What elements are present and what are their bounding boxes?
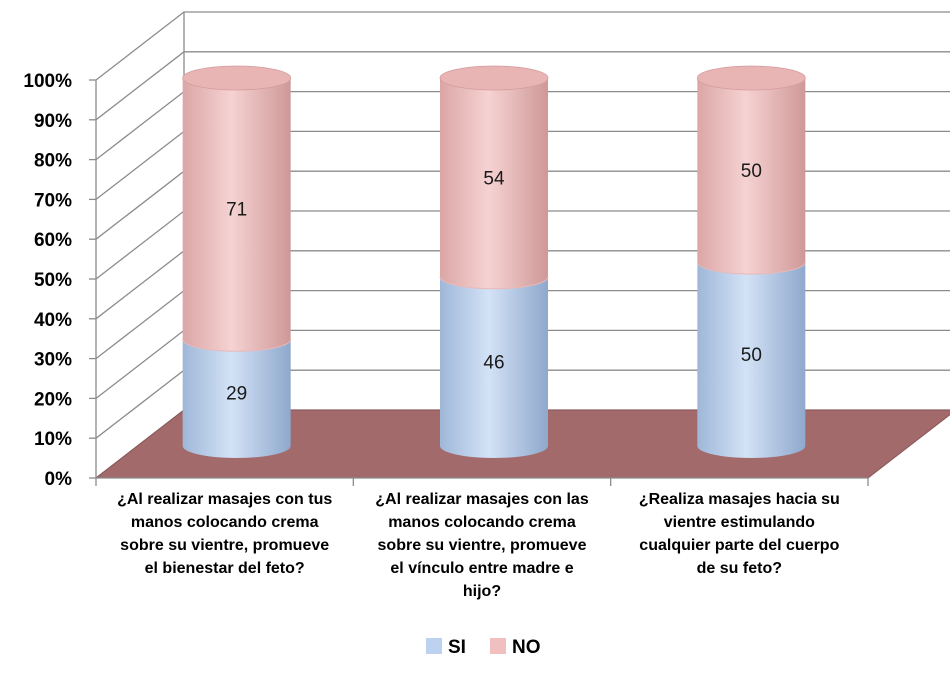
bar-seam [696,261,806,275]
y-tick-label: 80% [34,151,72,172]
x-category-label: el vínculo entre madre e [390,560,573,577]
bar-no [182,78,291,352]
bar-si [182,339,291,458]
legend: SI NO [426,637,541,658]
legend-label-si: SI [448,637,466,658]
x-category-label: sobre su vientre, promueve [120,537,329,554]
y-tick-label: 60% [34,230,72,251]
y-tick-label: 0% [45,469,73,490]
y-tick-label: 70% [34,190,72,211]
x-axis: ¿Al realizar masajes con tus manos coloca… [95,477,869,600]
data-label: 46 [483,352,504,373]
x-category-label: el bienestar del feto? [145,560,305,577]
bar-top-cap [696,65,806,91]
data-label: 54 [483,168,505,189]
x-category-label: hijo? [463,583,501,600]
x-category-label: de su feto? [697,560,782,577]
bars: 29 71 46 54 50 50 [182,65,806,458]
bar-si [440,276,548,458]
data-label: 71 [226,200,247,221]
x-category-label: ¿Al realizar masajes con las [375,491,589,508]
y-tick-label: 50% [34,270,72,291]
data-label: 50 [741,345,762,366]
legend-swatch-si [426,638,442,654]
bar-seam [182,339,292,352]
y-tick-label: 40% [34,310,72,331]
y-tick-label: 10% [34,429,72,450]
y-tick-label: 20% [34,389,72,410]
x-category-label: manos colocando crema [388,514,576,531]
x-category-label: cualquier parte del cuerpo [639,537,839,554]
bar-top-cap [182,65,292,91]
bar-no [440,78,548,289]
bar-seam [439,276,549,290]
x-category-label: ¿Realiza masajes hacia su [639,491,840,508]
y-tick-label: 30% [34,350,72,371]
data-label: 29 [226,384,247,405]
x-category-label: manos colocando crema [131,514,319,531]
y-axis: 0% 10% 20% 30% 40% 50% 60% 70% 80% 90% 100% [23,71,97,490]
bar-si [697,262,806,458]
x-category-label: ¿Al realizar masajes con tus [117,491,332,508]
y-tick-label: 90% [34,111,72,132]
bar-no [697,78,806,274]
x-category-label: vientre estimulando [664,514,815,531]
x-category-label: sobre su vientre, promueve [378,537,587,554]
y-tick-label: 100% [23,71,72,92]
legend-label-no: NO [512,637,541,658]
legend-swatch-no [490,638,506,654]
bar-top-cap [439,65,549,91]
data-label: 50 [741,161,762,182]
